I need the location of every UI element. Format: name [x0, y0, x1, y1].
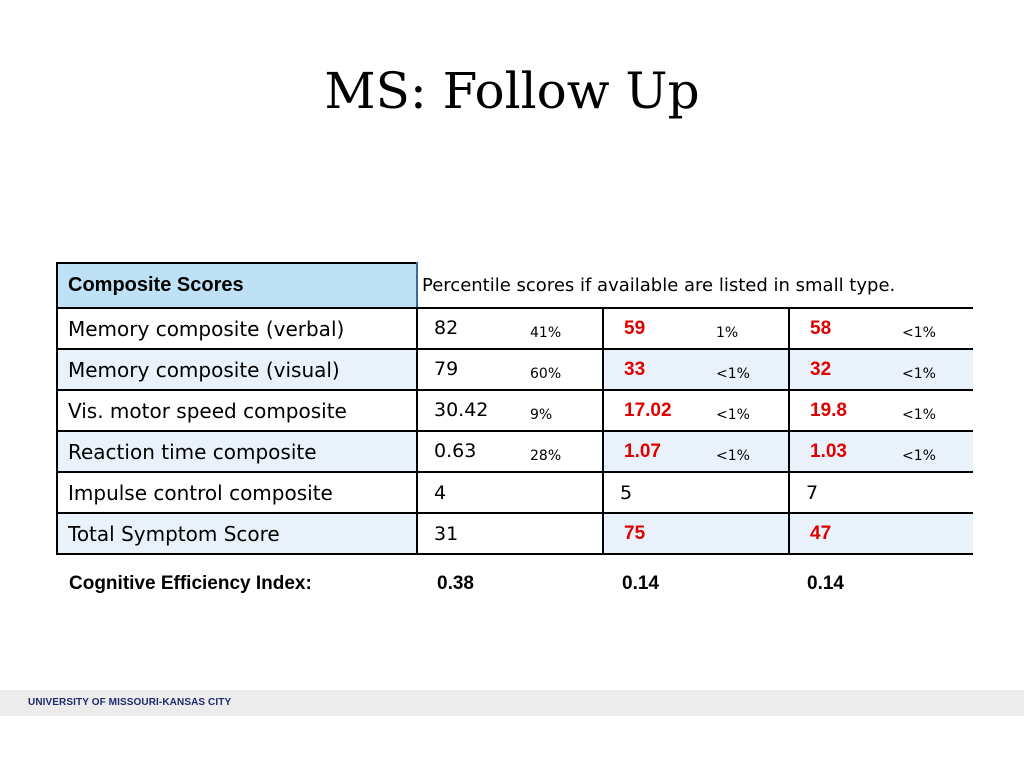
- score-cell: 0.63 28%: [416, 430, 604, 473]
- score-value: 82: [434, 316, 459, 339]
- score-value: 1.07: [624, 440, 661, 462]
- cognitive-efficiency-label: Cognitive Efficiency Index:: [69, 573, 312, 594]
- row-label: Total Symptom Score: [56, 512, 418, 555]
- row-label: Memory composite (verbal): [56, 307, 418, 350]
- score-value: 7: [806, 481, 819, 504]
- score-cell: 82 41%: [416, 307, 604, 350]
- table-row: Impulse control composite 4 5 7: [56, 471, 973, 514]
- score-value: 58: [810, 317, 832, 339]
- score-value: 47: [810, 523, 832, 544]
- score-cell: 31: [416, 512, 604, 555]
- score-cell: 17.02 <1%: [602, 389, 790, 432]
- score-cell: 59 1%: [602, 307, 790, 350]
- cognitive-efficiency-value: 0.14: [807, 573, 844, 594]
- percentile-value: <1%: [902, 324, 936, 341]
- table-row: Memory composite (verbal) 82 41% 59 1% 58 <1%: [56, 307, 973, 350]
- score-value: 75: [624, 523, 646, 544]
- score-value: 0.63: [434, 439, 477, 462]
- percentile-value: 1%: [716, 324, 739, 341]
- score-cell: 75: [602, 512, 790, 555]
- row-label: Memory composite (visual): [56, 348, 418, 391]
- footer-bar: UNIVERSITY OF MISSOURI-KANSAS CITY: [0, 690, 1024, 716]
- cognitive-efficiency-value: 0.38: [437, 573, 474, 594]
- score-value: 31: [434, 522, 459, 545]
- percentile-note: Percentile scores if available are liste…: [417, 263, 973, 309]
- score-value: 59: [624, 317, 646, 339]
- slide-title: MS: Follow Up: [324, 62, 700, 120]
- score-value: 79: [434, 357, 459, 380]
- score-cell: 58 <1%: [788, 307, 973, 350]
- row-label: Impulse control composite: [56, 471, 418, 514]
- score-value: 17.02: [624, 399, 672, 421]
- composite-scores-table: Composite Scores Percentile scores if av…: [56, 262, 973, 555]
- score-value: 19.8: [810, 399, 847, 421]
- score-value: 30.42: [434, 398, 489, 421]
- table-header-row: Composite Scores Percentile scores if av…: [56, 262, 973, 309]
- score-value: 1.03: [810, 440, 847, 462]
- composite-scores-header: Composite Scores: [56, 262, 418, 309]
- score-value: 33: [624, 358, 646, 380]
- score-cell: 79 60%: [416, 348, 604, 391]
- table-row: Memory composite (visual) 79 60% 33 <1% 32 <1%: [56, 348, 973, 391]
- score-cell: 33 <1%: [602, 348, 790, 391]
- percentile-value: 41%: [530, 324, 562, 341]
- percentile-value: <1%: [902, 406, 936, 423]
- score-cell: 1.07 <1%: [602, 430, 790, 473]
- table-row: Vis. motor speed composite 30.42 9% 17.02 <1…: [56, 389, 973, 432]
- score-value: 5: [620, 481, 633, 504]
- score-cell: 1.03 <1%: [788, 430, 973, 473]
- table-row: Reaction time composite 0.63 28% 1.07 <1% 1.0…: [56, 430, 973, 473]
- score-cell: 30.42 9%: [416, 389, 604, 432]
- institution-name: UNIVERSITY OF MISSOURI-KANSAS CITY: [28, 697, 232, 708]
- row-label: Vis. motor speed composite: [56, 389, 418, 432]
- percentile-value: <1%: [902, 447, 936, 464]
- row-label: Reaction time composite: [56, 430, 418, 473]
- percentile-value: <1%: [716, 447, 750, 464]
- percentile-value: 9%: [530, 406, 553, 423]
- cognitive-efficiency-value: 0.14: [622, 573, 659, 594]
- score-value: 4: [434, 481, 447, 504]
- score-cell: 47: [788, 512, 973, 555]
- score-value: 32: [810, 358, 832, 380]
- score-cell: 7: [788, 471, 973, 514]
- score-cell: 5: [602, 471, 790, 514]
- score-cell: 19.8 <1%: [788, 389, 973, 432]
- cognitive-efficiency-row: Cognitive Efficiency Index: 0.38 0.14 0.…: [0, 573, 1024, 599]
- percentile-value: 28%: [530, 447, 562, 464]
- score-cell: 4: [416, 471, 604, 514]
- percentile-value: <1%: [716, 406, 750, 423]
- score-cell: 32 <1%: [788, 348, 973, 391]
- percentile-value: <1%: [902, 365, 936, 382]
- percentile-value: 60%: [530, 365, 562, 382]
- table-row: Total Symptom Score 31 75 47: [56, 512, 973, 555]
- percentile-value: <1%: [716, 365, 750, 382]
